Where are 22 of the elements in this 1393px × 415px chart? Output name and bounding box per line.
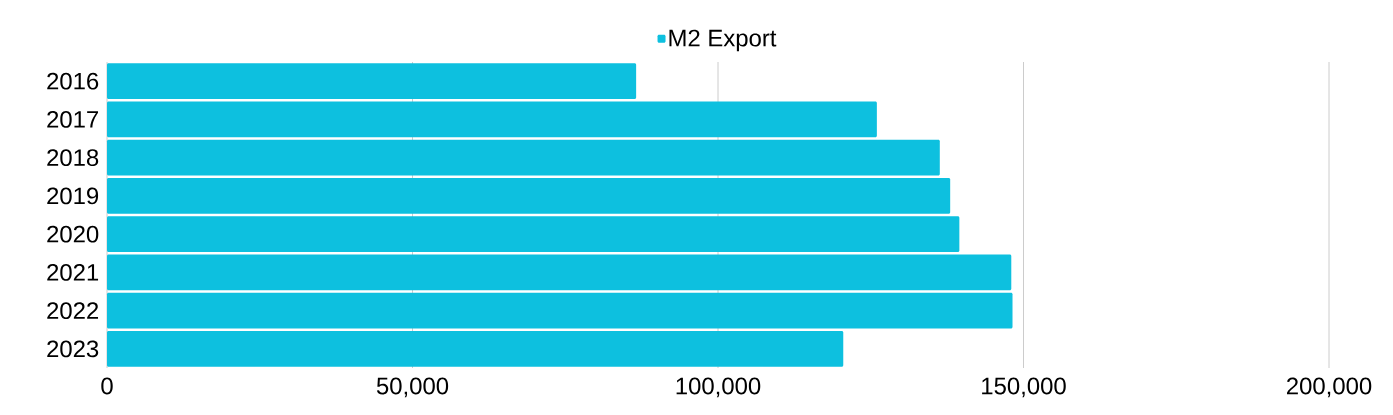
bar bbox=[107, 139, 940, 176]
y-tick-label: 2016 bbox=[47, 72, 99, 90]
x-tick-label: 50,000 bbox=[376, 377, 449, 398]
bar bbox=[107, 101, 877, 138]
y-tick-label: 2019 bbox=[47, 187, 99, 205]
y-tick-label: 2023 bbox=[47, 340, 99, 358]
x-tick-label: 0 bbox=[101, 377, 113, 395]
bar bbox=[107, 254, 1012, 291]
bar bbox=[107, 63, 637, 99]
x-tick-label: 100,000 bbox=[676, 377, 761, 398]
y-tick-label: 2021 bbox=[47, 263, 99, 281]
bar bbox=[107, 216, 960, 252]
bar bbox=[107, 292, 1013, 329]
x-tick-label: 200,000 bbox=[1286, 377, 1372, 398]
bar bbox=[107, 331, 844, 367]
y-tick-label: 2022 bbox=[47, 302, 99, 320]
x-tick-label: 150,000 bbox=[982, 377, 1066, 398]
bar bbox=[107, 178, 951, 214]
y-tick-label: 2017 bbox=[47, 110, 99, 128]
y-tick-label: 2020 bbox=[47, 225, 99, 243]
legend-label: M2 Export bbox=[669, 29, 777, 52]
y-tick-label: 2018 bbox=[47, 149, 99, 167]
